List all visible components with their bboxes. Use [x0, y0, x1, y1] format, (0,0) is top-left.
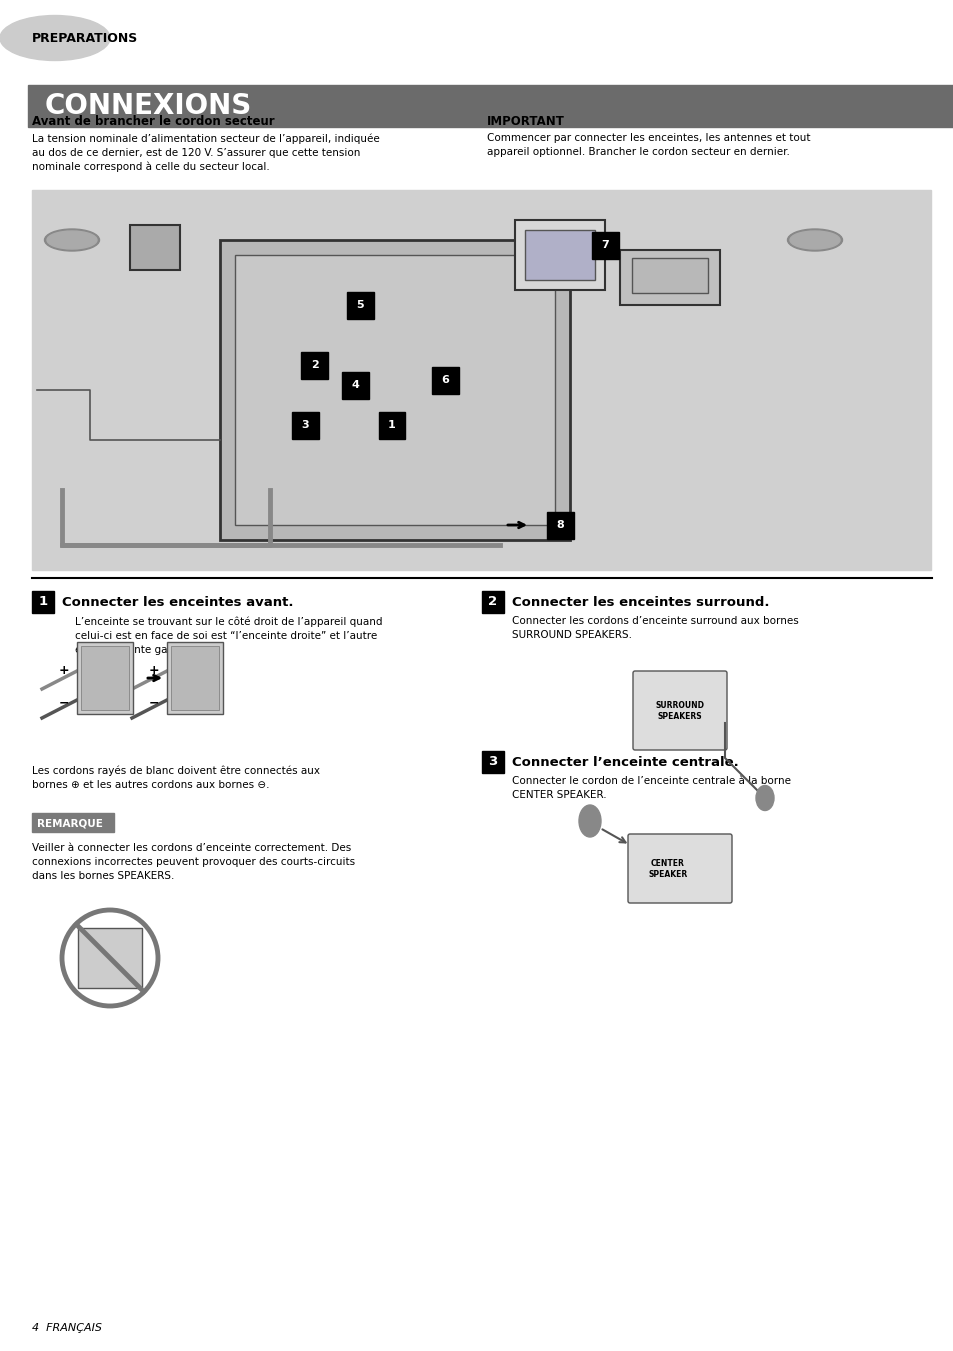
- Bar: [81, 646, 129, 711]
- Bar: [77, 642, 132, 715]
- Bar: [481, 751, 503, 773]
- Text: Connecter l’enceinte centrale.: Connecter l’enceinte centrale.: [512, 757, 738, 769]
- Text: Connecter les enceintes surround.: Connecter les enceintes surround.: [512, 596, 769, 609]
- Bar: [292, 412, 318, 439]
- Bar: [234, 255, 555, 526]
- Text: 5: 5: [355, 300, 363, 309]
- FancyBboxPatch shape: [627, 834, 731, 902]
- Text: 3: 3: [301, 420, 309, 430]
- Text: Avant de brancher le cordon secteur: Avant de brancher le cordon secteur: [32, 115, 274, 128]
- Bar: [28, 85, 953, 127]
- Ellipse shape: [789, 231, 840, 249]
- Bar: [341, 372, 368, 399]
- Bar: [591, 231, 618, 258]
- Text: CENTER
SPEAKER: CENTER SPEAKER: [648, 859, 687, 878]
- Text: SURROUND
SPEAKERS: SURROUND SPEAKERS: [655, 701, 703, 720]
- Text: 7: 7: [600, 240, 608, 250]
- Bar: [167, 642, 223, 715]
- Bar: [378, 412, 405, 439]
- Text: 3: 3: [488, 755, 497, 767]
- Text: +: +: [58, 665, 69, 677]
- Bar: [32, 590, 54, 612]
- Bar: [346, 292, 374, 319]
- Bar: [130, 226, 180, 270]
- Text: Connecter les cordons d’enceinte surround aux bornes
SURROUND SPEAKERS.: Connecter les cordons d’enceinte surroun…: [512, 616, 798, 640]
- Text: IMPORTANT: IMPORTANT: [486, 115, 564, 128]
- Ellipse shape: [786, 230, 841, 251]
- Bar: [619, 250, 720, 305]
- Text: PREPARATIONS: PREPARATIONS: [32, 32, 138, 45]
- Bar: [78, 928, 142, 988]
- Ellipse shape: [45, 230, 99, 251]
- Bar: [515, 220, 604, 290]
- Ellipse shape: [47, 231, 97, 249]
- Text: Veiller à connecter les cordons d’enceinte correctement. Des
connexions incorrec: Veiller à connecter les cordons d’encein…: [32, 843, 355, 881]
- Text: 2: 2: [311, 359, 318, 370]
- Text: La tension nominale d’alimentation secteur de l’appareil, indiquée
au dos de ce : La tension nominale d’alimentation secte…: [32, 132, 379, 172]
- Text: Les cordons rayés de blanc doivent être connectés aux
bornes ⊕ et les autres cor: Les cordons rayés de blanc doivent être …: [32, 765, 319, 789]
- Bar: [524, 230, 595, 280]
- Text: Connecter le cordon de l’enceinte centrale à la borne
CENTER SPEAKER.: Connecter le cordon de l’enceinte centra…: [512, 775, 790, 800]
- Text: CONNEXIONS: CONNEXIONS: [45, 92, 252, 120]
- Text: L’enceinte se trouvant sur le côté droit de l’appareil quand
celui-ci est en fac: L’enceinte se trouvant sur le côté droit…: [75, 616, 382, 654]
- Text: 2: 2: [488, 594, 497, 608]
- Bar: [171, 646, 219, 711]
- Bar: [631, 258, 707, 293]
- Ellipse shape: [0, 15, 110, 61]
- Ellipse shape: [578, 805, 600, 838]
- Text: REMARQUE: REMARQUE: [37, 817, 103, 828]
- Text: 4  FRANÇAIS: 4 FRANÇAIS: [32, 1323, 102, 1333]
- Bar: [220, 240, 569, 540]
- Bar: [32, 190, 930, 570]
- Text: 8: 8: [556, 520, 563, 530]
- Bar: [32, 813, 113, 831]
- Bar: [301, 351, 328, 378]
- Text: Connecter les enceintes avant.: Connecter les enceintes avant.: [62, 596, 294, 609]
- Text: −: −: [149, 697, 159, 709]
- Bar: [481, 590, 503, 612]
- Text: −: −: [58, 697, 69, 709]
- Text: 4: 4: [351, 380, 358, 390]
- Text: 1: 1: [388, 420, 395, 430]
- FancyBboxPatch shape: [633, 671, 726, 750]
- Text: Commencer par connecter les enceintes, les antennes et tout
appareil optionnel. : Commencer par connecter les enceintes, l…: [486, 132, 810, 157]
- Ellipse shape: [755, 785, 773, 811]
- Bar: [546, 512, 573, 539]
- Text: 1: 1: [38, 594, 48, 608]
- Text: 6: 6: [440, 376, 449, 385]
- Bar: [431, 366, 458, 393]
- Text: +: +: [149, 665, 159, 677]
